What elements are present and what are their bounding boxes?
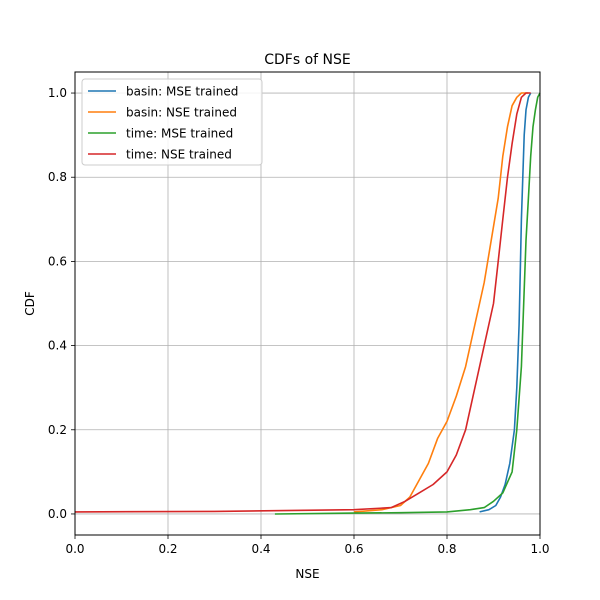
legend-label: time: NSE trained — [126, 148, 232, 162]
x-tick-label: 0.6 — [344, 542, 363, 556]
plot-frame — [74, 71, 541, 536]
series-line-2 — [353, 92, 529, 513]
series-lines — [74, 92, 541, 515]
y-tick-label: 0.6 — [48, 254, 67, 268]
legend: basin: MSE trained basin: NSE trained time… — [81, 78, 263, 166]
y-tick-label: 0.8 — [48, 170, 67, 184]
series-line-3 — [274, 92, 541, 515]
y-axis-ticks: 0.0 0.2 0.4 0.6 0.8 1.0 — [48, 86, 75, 521]
y-tick-label: 1.0 — [48, 86, 67, 100]
y-axis-label: CDF — [23, 291, 37, 316]
legend-label: basin: MSE trained — [126, 85, 238, 99]
x-tick-label: 0.2 — [158, 542, 177, 556]
x-axis-ticks: 0.0 0.2 0.4 0.6 0.8 1.0 — [65, 535, 550, 556]
x-tick-label: 0.4 — [251, 542, 270, 556]
y-tick-label: 0.0 — [48, 507, 67, 521]
series-line-1 — [479, 92, 532, 513]
chart-title: CDFs of NSE — [264, 52, 351, 68]
x-axis-label: NSE — [295, 567, 319, 581]
legend-box — [81, 78, 263, 166]
x-tick-label: 0.0 — [65, 542, 84, 556]
y-tick-label: 0.2 — [48, 423, 67, 437]
legend-label: basin: NSE trained — [126, 106, 237, 120]
x-tick-label: 1.0 — [530, 542, 549, 556]
series-line-4 — [74, 92, 531, 513]
legend-label: time: MSE trained — [126, 127, 233, 141]
x-tick-label: 0.8 — [437, 542, 456, 556]
y-tick-label: 0.4 — [48, 339, 67, 353]
